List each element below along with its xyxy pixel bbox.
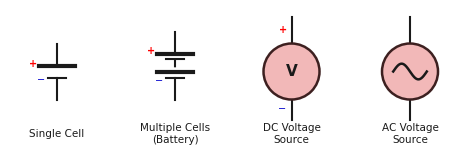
Text: Multiple Cells
(Battery): Multiple Cells (Battery) — [140, 123, 210, 145]
Circle shape — [264, 44, 319, 100]
Text: −: − — [155, 76, 164, 86]
Text: Single Cell: Single Cell — [29, 129, 84, 139]
Circle shape — [382, 44, 438, 100]
Text: DC Voltage
Source: DC Voltage Source — [263, 123, 320, 145]
Text: −: − — [278, 104, 287, 114]
Text: AC Voltage
Source: AC Voltage Source — [382, 123, 438, 145]
Text: V: V — [286, 64, 297, 79]
Text: +: + — [280, 25, 288, 35]
Text: +: + — [147, 46, 155, 56]
Text: −: − — [37, 74, 45, 84]
Text: +: + — [29, 59, 37, 69]
